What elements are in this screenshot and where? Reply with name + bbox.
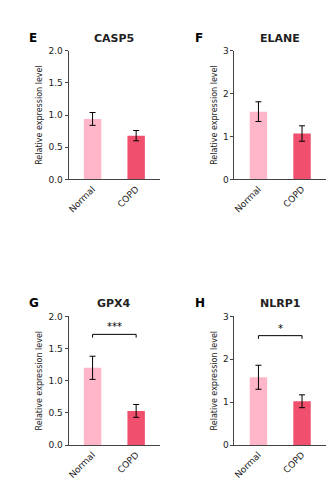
svg-text:1: 1 xyxy=(223,132,229,142)
svg-text:GPX4: GPX4 xyxy=(97,297,131,310)
svg-text:Relative expression level: Relative expression level xyxy=(210,65,219,165)
svg-text:0.5: 0.5 xyxy=(48,408,62,418)
svg-text:COPD: COPD xyxy=(115,450,140,475)
svg-text:***: *** xyxy=(107,321,122,332)
svg-text:COPD: COPD xyxy=(281,450,306,475)
svg-text:1.5: 1.5 xyxy=(48,344,62,354)
svg-text:1.0: 1.0 xyxy=(48,376,63,386)
svg-text:Relative expression level: Relative expression level xyxy=(35,331,44,431)
svg-text:G: G xyxy=(29,296,39,310)
svg-text:*: * xyxy=(278,323,283,334)
svg-text:Normal: Normal xyxy=(233,184,263,214)
svg-text:NLRP1: NLRP1 xyxy=(260,297,300,310)
svg-text:0.5: 0.5 xyxy=(48,142,62,152)
svg-text:Relative expression level: Relative expression level xyxy=(210,331,219,431)
svg-text:2: 2 xyxy=(223,354,229,364)
svg-text:CASP5: CASP5 xyxy=(94,32,134,45)
svg-text:Normal: Normal xyxy=(67,450,97,480)
svg-text:0: 0 xyxy=(223,175,229,185)
svg-text:1.5: 1.5 xyxy=(48,78,62,88)
svg-text:F: F xyxy=(195,31,203,45)
svg-text:0: 0 xyxy=(223,440,229,450)
svg-text:Relative expression level: Relative expression level xyxy=(35,65,44,165)
svg-text:3: 3 xyxy=(223,312,229,322)
svg-text:1.0: 1.0 xyxy=(48,110,63,120)
svg-text:ELANE: ELANE xyxy=(260,32,300,45)
svg-text:COPD: COPD xyxy=(281,184,306,209)
svg-text:COPD: COPD xyxy=(115,184,140,209)
svg-text:2.0: 2.0 xyxy=(48,46,63,56)
svg-text:2: 2 xyxy=(223,89,229,99)
svg-text:3: 3 xyxy=(223,46,229,56)
svg-text:1: 1 xyxy=(223,397,229,407)
svg-text:0.0: 0.0 xyxy=(48,440,63,450)
svg-text:Normal: Normal xyxy=(67,184,97,214)
svg-text:E: E xyxy=(29,31,37,45)
svg-text:0.0: 0.0 xyxy=(48,175,63,185)
svg-text:2.0: 2.0 xyxy=(48,312,63,322)
svg-text:Normal: Normal xyxy=(233,450,263,480)
svg-text:H: H xyxy=(195,296,205,310)
